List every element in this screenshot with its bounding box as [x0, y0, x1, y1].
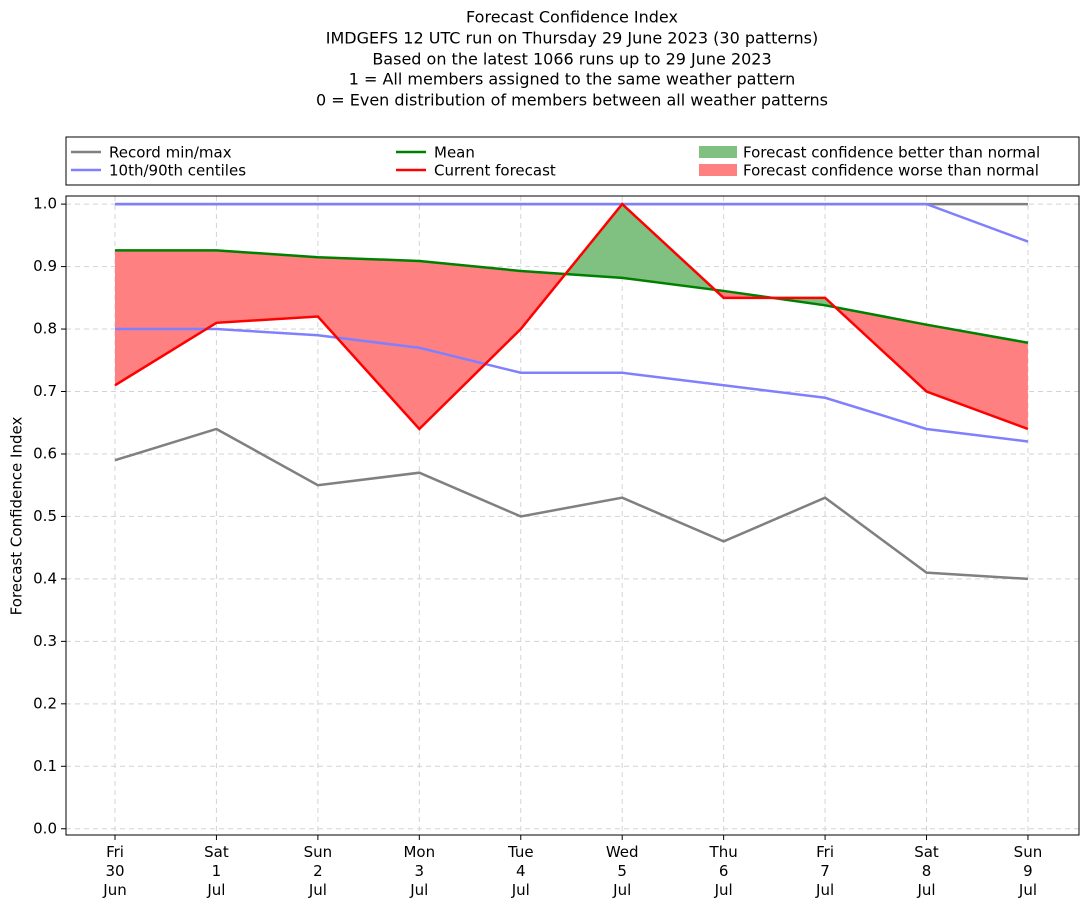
legend-box	[65, 136, 1080, 186]
x-tick-label: Mon 3 Jul	[403, 843, 435, 899]
p90-line	[115, 202, 1029, 243]
chart-title: Forecast Confidence Index	[466, 8, 678, 27]
y-tick-label: 0.3	[33, 632, 57, 650]
legend-label: 10th/90th centiles	[109, 162, 246, 180]
mean-line	[115, 249, 1029, 345]
legend-label: Record min/max	[109, 144, 232, 162]
legend-label: Forecast confidence better than normal	[743, 144, 1040, 162]
y-tick-label: 0.0	[33, 819, 57, 837]
y-tick-label: 0.1	[33, 757, 57, 775]
chart-subtitle: Based on the latest 1066 runs up to 29 J…	[372, 50, 771, 69]
x-tick-label: Thu 6 Jul	[709, 843, 738, 899]
y-tick-label: 0.9	[33, 257, 57, 275]
y-tick-label: 0.7	[33, 382, 57, 400]
fill-worse	[115, 250, 1028, 429]
chart-subtitle: IMDGEFS 12 UTC run on Thursday 29 June 2…	[326, 29, 818, 48]
y-tick-label: 1.0	[33, 195, 57, 213]
y-tick-label: 0.8	[33, 320, 57, 338]
y-tick-label: 0.5	[33, 507, 57, 525]
plot-frame	[65, 195, 1080, 836]
x-tick-label: Sun 2 Jul	[304, 843, 333, 899]
record-min-line	[114, 427, 1029, 581]
y-tick-label: 0.6	[33, 444, 57, 462]
x-tick-label: Fri 30 Jun	[102, 843, 126, 899]
chart-subtitle: 0 = Even distribution of members between…	[316, 91, 828, 110]
x-tick-label: Wed 5 Jul	[606, 843, 639, 899]
y-tick-label: 0.2	[33, 694, 57, 712]
p10-line	[115, 327, 1029, 443]
legend-label: Mean	[434, 144, 475, 162]
current-forecast-line	[114, 202, 1029, 431]
y-axis-label: Forecast Confidence Index	[8, 417, 26, 616]
x-tick-label: Sat 1 Jul	[204, 843, 229, 899]
x-tick-label: Fri 7 Jul	[815, 843, 834, 899]
x-tick-label: Sun 9 Jul	[1014, 843, 1043, 899]
legend-swatch	[699, 164, 737, 176]
legend-label: Current forecast	[434, 162, 556, 180]
y-tick-label: 0.4	[33, 569, 57, 587]
chart-subtitle: 1 = All members assigned to the same wea…	[349, 70, 796, 89]
legend-swatch	[699, 146, 737, 158]
x-tick-label: Sat 8 Jul	[914, 843, 939, 899]
x-tick-label: Tue 4 Jul	[507, 843, 534, 899]
legend-label: Forecast confidence worse than normal	[743, 162, 1039, 180]
